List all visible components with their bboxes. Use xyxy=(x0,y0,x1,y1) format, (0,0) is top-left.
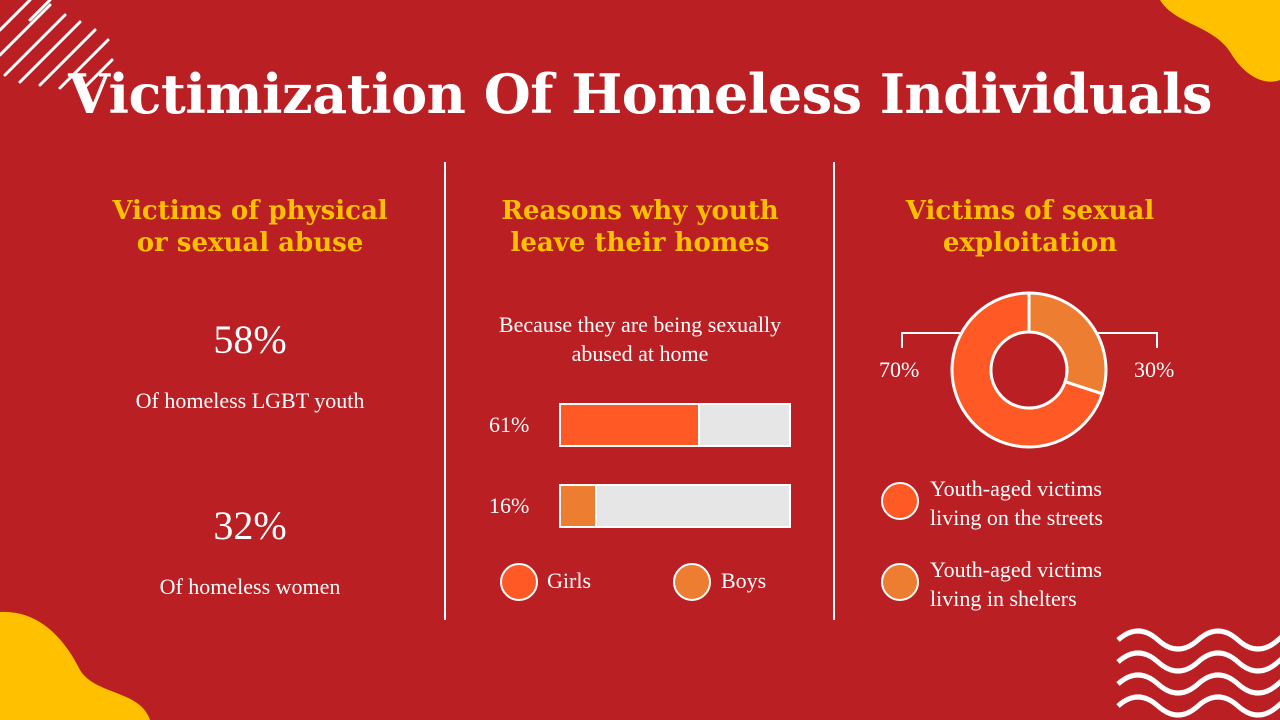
middle-heading: Reasons why youth leave their homes xyxy=(450,195,830,259)
leader-line xyxy=(1098,332,1158,348)
shelters-legend-swatch xyxy=(881,563,919,601)
heading-line: Victims of sexual xyxy=(905,196,1155,226)
left-heading: Victims of physical or sexual abuse xyxy=(60,195,440,259)
legend-line: Youth-aged victims xyxy=(930,476,1102,501)
legend-line: Youth-aged victims xyxy=(930,557,1102,582)
stat-value: 58% xyxy=(213,317,287,362)
heading-line: exploitation xyxy=(942,228,1118,258)
donut-slice-streets xyxy=(950,291,1105,449)
heading-line: Reasons why youth xyxy=(501,196,779,226)
bar-track xyxy=(559,484,791,528)
stat-label: Of homeless LGBT youth xyxy=(135,388,365,413)
heading-line: Victims of physical xyxy=(112,196,388,226)
bar-value-label: 16% xyxy=(489,493,530,518)
chart-subtitle: Because they are being sexually abused a… xyxy=(450,310,830,368)
bar-girls xyxy=(561,405,701,445)
legend-line: living in shelters xyxy=(930,586,1077,611)
bar-track xyxy=(559,403,791,447)
donut-label-shelters: 30% xyxy=(1134,357,1175,382)
page-title: Victimization Of Homeless Individuals xyxy=(68,62,1212,126)
diagonal-stripes-decoration xyxy=(0,0,114,94)
donut-chart xyxy=(901,291,1158,449)
girls-legend-swatch xyxy=(500,563,538,601)
yellow-blob-bottom-left xyxy=(0,611,150,720)
legend-label: Girls xyxy=(547,568,591,593)
legend-line: living on the streets xyxy=(930,505,1103,530)
wave-lines-decoration xyxy=(1116,628,1280,718)
yellow-blob-top-right xyxy=(1160,0,1280,82)
divider xyxy=(833,162,835,620)
legend-item: Youth-aged victims living in shelters xyxy=(930,555,1102,613)
stat-value: 32% xyxy=(213,503,287,548)
heading-line: leave their homes xyxy=(510,228,770,258)
subtitle-line: Because they are being sexually xyxy=(498,312,782,337)
bar-boys xyxy=(561,486,598,526)
heading-line: or sexual abuse xyxy=(136,228,364,258)
boys-legend-swatch xyxy=(673,563,711,601)
right-heading: Victims of sexual exploitation xyxy=(840,195,1220,259)
streets-legend-swatch xyxy=(881,482,919,520)
stat-label: Of homeless women xyxy=(159,574,341,599)
donut-slice-shelters xyxy=(1027,291,1108,396)
donut-label-streets: 70% xyxy=(879,357,920,382)
divider xyxy=(444,162,446,620)
subtitle-line: abused at home xyxy=(571,341,709,366)
legend-item: Youth-aged victims living on the streets xyxy=(930,474,1103,532)
legend-label: Boys xyxy=(721,568,767,593)
bar-value-label: 61% xyxy=(489,412,530,437)
